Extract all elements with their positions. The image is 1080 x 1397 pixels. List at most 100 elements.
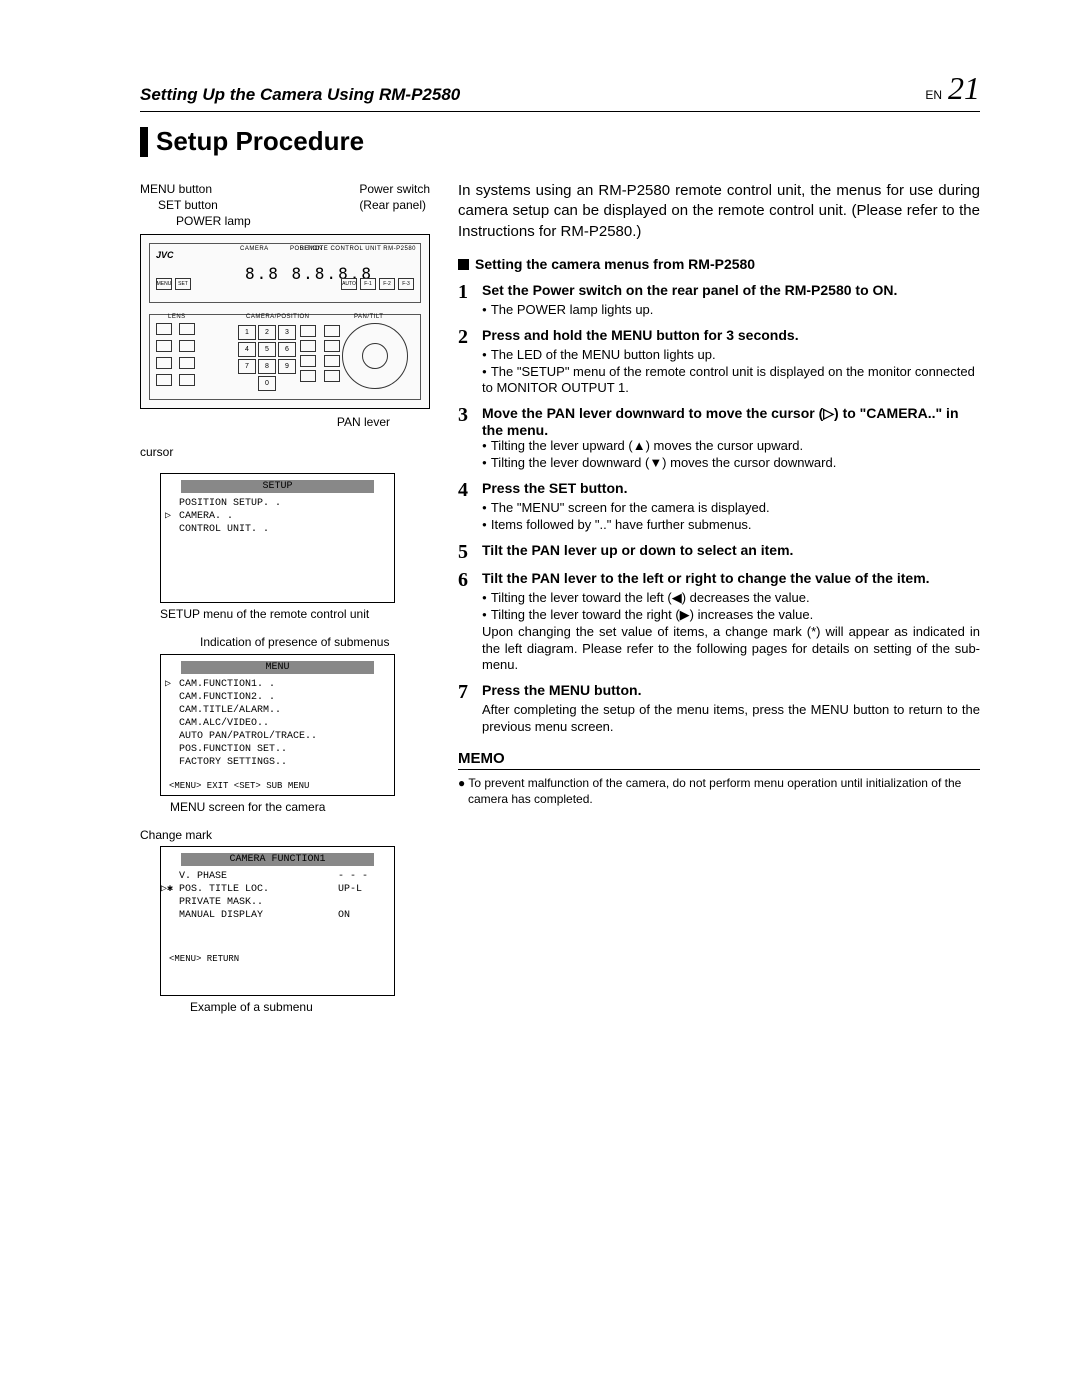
menu-value: UP-L [338, 883, 386, 896]
pos-btn[interactable] [300, 325, 316, 337]
setup-menu-title: SETUP [181, 480, 374, 493]
label-pantilt: PAN/TILT [354, 314, 383, 320]
menu-line: PRIVATE MASK.. [179, 896, 338, 909]
lens-btn[interactable] [179, 357, 195, 369]
step-number: 1 [458, 282, 476, 302]
pos-btn[interactable] [324, 355, 340, 367]
key-4[interactable]: 4 [238, 342, 256, 357]
key-0[interactable]: 0 [258, 376, 276, 391]
step-bullet: Tilting the lever toward the left (◀) de… [482, 590, 980, 607]
camera-menu-caption: MENU screen for the camera [170, 800, 430, 814]
menu-line: POS.FUNCTION SET.. [179, 743, 386, 756]
function-menu-caption: Example of a submenu [190, 1000, 430, 1014]
pos-btn[interactable] [324, 340, 340, 352]
callout-set-button: SET button [140, 197, 251, 213]
lens-btn[interactable] [156, 357, 172, 369]
change-mark-label: Change mark [140, 828, 430, 842]
key-6[interactable]: 6 [278, 342, 296, 357]
key-5[interactable]: 5 [258, 342, 276, 357]
key-2[interactable]: 2 [258, 325, 276, 340]
page-title: Setup Procedure [156, 126, 364, 157]
set-button[interactable]: SET [175, 278, 191, 290]
cursor-label: cursor [140, 445, 430, 459]
step: 7 Press the MENU button. After completin… [458, 682, 980, 736]
step-bullet: Tilting the lever toward the right (▶) i… [482, 607, 980, 624]
section-heading: Setting the camera menus from RM-P2580 [458, 256, 980, 272]
step: 4 Press the SET button. The "MENU" scree… [458, 480, 980, 534]
lens-btn[interactable] [156, 374, 172, 386]
step-bullet: The POWER lamp lights up. [482, 302, 980, 319]
f2-button[interactable]: F-2 [379, 278, 395, 290]
menu-value: ON [338, 909, 386, 922]
breadcrumb: Setting Up the Camera Using RM-P2580 [140, 85, 925, 107]
memo-body: ● To prevent malfunction of the camera, … [458, 776, 980, 807]
function-menu-screen: CAMERA FUNCTION1 V. PHASE - - - ▷✱ POS. … [160, 846, 395, 996]
step-number: 2 [458, 327, 476, 347]
menu-line: CAM.FUNCTION1. . [179, 679, 275, 690]
callout-rear-panel: (Rear panel) [359, 197, 430, 213]
page-number: 21 [948, 70, 980, 107]
step-title: Move the PAN lever downward to move the … [482, 405, 980, 438]
menu-line: MANUAL DISPLAY [179, 909, 338, 922]
menu-value: - - - [338, 870, 386, 883]
key-8[interactable]: 8 [258, 359, 276, 374]
menu-line: CAM.FUNCTION2. . [179, 691, 386, 704]
step-bullet: Tilting the lever upward (▲) moves the c… [482, 438, 980, 455]
step-after: Upon changing the set value of items, a … [482, 624, 980, 675]
pos-btn[interactable] [300, 370, 316, 382]
label-model: REMOTE CONTROL UNIT RM-P2580 [300, 246, 416, 252]
function-menu-title: CAMERA FUNCTION1 [181, 853, 374, 866]
cursor-icon: ▷ [165, 510, 171, 523]
step-bullet: Items followed by ".." have further subm… [482, 517, 980, 534]
callout-pan-lever: PAN lever [140, 415, 430, 429]
key-7[interactable]: 7 [238, 359, 256, 374]
pos-btn[interactable] [300, 355, 316, 367]
pos-btn[interactable] [300, 340, 316, 352]
numeric-keypad: 1 2 3 4 5 6 7 8 9 0 [238, 325, 296, 391]
title-accent [140, 127, 148, 157]
step-number: 7 [458, 682, 476, 702]
camera-menu-screen: MENU ▷ CAM.FUNCTION1. . CAM.FUNCTION2. .… [160, 654, 395, 796]
function-menu-footer: <MENU> RETURN [161, 950, 394, 968]
lens-btn[interactable] [156, 340, 172, 352]
lens-btn[interactable] [179, 323, 195, 335]
page-marker: EN 21 [925, 70, 980, 107]
cursor-icon: ▷ [165, 678, 171, 691]
step-title: Tilt the PAN lever to the left or right … [482, 570, 930, 586]
f3-button[interactable]: F-3 [398, 278, 414, 290]
step-number: 4 [458, 480, 476, 500]
f1-button[interactable]: F-1 [360, 278, 376, 290]
lens-btn[interactable] [179, 374, 195, 386]
submenu-indicator-label: Indication of presence of submenus [200, 635, 430, 651]
step-title: Press the MENU button. [482, 682, 641, 698]
pos-btn[interactable] [324, 370, 340, 382]
step-title: Set the Power switch on the rear panel o… [482, 282, 897, 298]
step-bullet: The LED of the MENU button lights up. [482, 347, 980, 364]
lens-btn[interactable] [156, 323, 172, 335]
key-9[interactable]: 9 [278, 359, 296, 374]
pan-lever[interactable] [342, 323, 408, 389]
menu-button[interactable]: MENU [156, 278, 172, 290]
memo-heading: MEMO [458, 750, 980, 767]
callout-power-switch: Power switch [359, 181, 430, 197]
label-camera-position: CAMERA/POSITION [246, 314, 310, 320]
label-lens: LENS [168, 314, 186, 320]
step: 3 Move the PAN lever downward to move th… [458, 405, 980, 472]
step-after: After completing the setup of the menu i… [482, 702, 980, 736]
pos-btn[interactable] [324, 325, 340, 337]
menu-value [338, 896, 386, 909]
step: 5 Tilt the PAN lever up or down to selec… [458, 542, 980, 562]
key-3[interactable]: 3 [278, 325, 296, 340]
menu-line: POS. TITLE LOC. [179, 883, 338, 896]
menu-line: V. PHASE [179, 870, 338, 883]
step-bullet: The "SETUP" menu of the remote control u… [482, 364, 980, 398]
auto-button[interactable]: AUTO [341, 278, 357, 290]
menu-line: POSITION SETUP. . [179, 497, 386, 510]
key-1[interactable]: 1 [238, 325, 256, 340]
brand-logo: JVC [156, 250, 174, 260]
setup-menu-screen: SETUP POSITION SETUP. . ▷ CAMERA. . CONT… [160, 473, 395, 603]
callout-power-lamp: POWER lamp [140, 213, 251, 229]
step-title: Press and hold the MENU button for 3 sec… [482, 327, 799, 343]
lens-btn[interactable] [179, 340, 195, 352]
menu-line: FACTORY SETTINGS.. [179, 756, 386, 769]
